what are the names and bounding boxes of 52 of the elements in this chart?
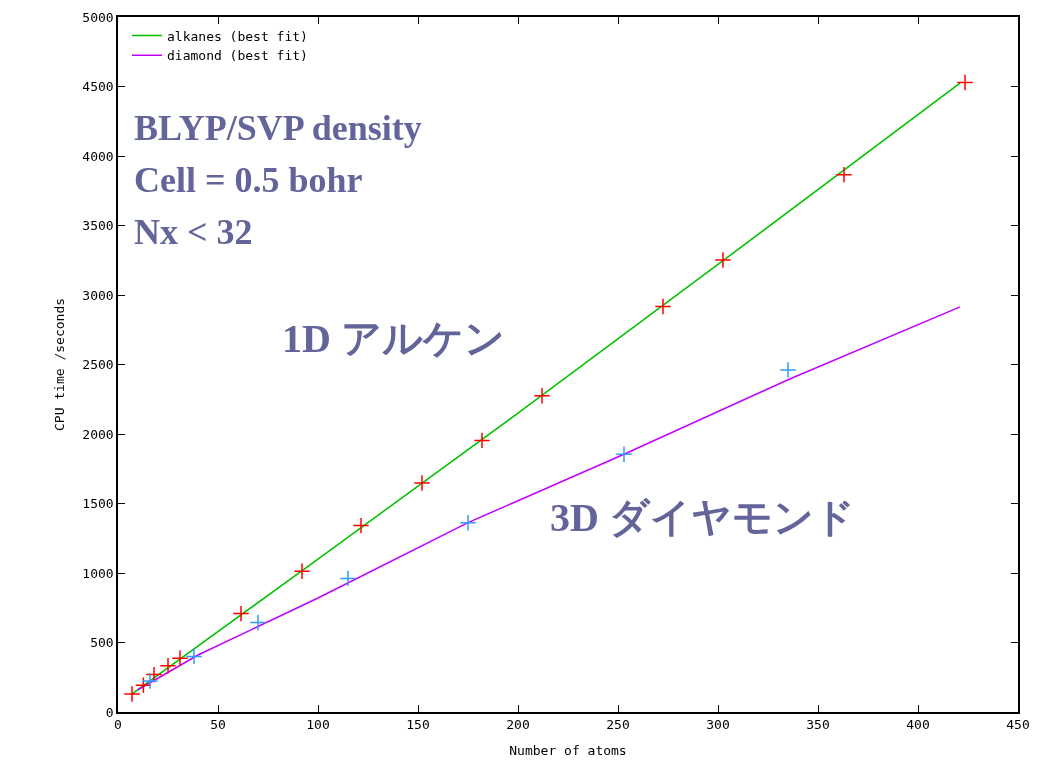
y-tick-label: 1500 bbox=[82, 496, 114, 512]
x-tick-label: 250 bbox=[606, 717, 630, 733]
annotation: Nx < 32 bbox=[134, 212, 253, 252]
x-tick-label: 100 bbox=[306, 717, 330, 733]
y-tick-label: 1000 bbox=[82, 565, 114, 581]
point bbox=[293, 562, 311, 580]
x-axis-title: Number of atoms bbox=[509, 743, 627, 759]
x-tick-label: 150 bbox=[406, 717, 430, 733]
point bbox=[956, 74, 974, 91]
point bbox=[141, 672, 159, 690]
point bbox=[159, 657, 177, 675]
point bbox=[134, 676, 152, 694]
x-tick-label: 200 bbox=[506, 717, 530, 733]
legend-label: diamond (best fit) bbox=[167, 48, 308, 64]
point bbox=[249, 614, 267, 631]
annotation: Cell = 0.5 bohr bbox=[134, 160, 363, 200]
point bbox=[232, 605, 250, 623]
y-tick-label: 2500 bbox=[82, 357, 114, 373]
x-tick-label: 400 bbox=[906, 717, 930, 733]
point bbox=[615, 445, 633, 463]
annotation: 1D アルケン bbox=[282, 316, 505, 361]
point bbox=[714, 251, 732, 269]
y-tick-label: 500 bbox=[90, 635, 114, 651]
x-tick-label: 300 bbox=[706, 717, 730, 733]
y-tick-label: 4000 bbox=[82, 148, 114, 164]
line-series bbox=[137, 306, 961, 691]
x-tick-label: 350 bbox=[806, 717, 830, 733]
point bbox=[459, 514, 477, 532]
annotation: BLYP/SVP density bbox=[134, 108, 422, 148]
point bbox=[352, 517, 370, 535]
point bbox=[413, 474, 431, 492]
x-tick-label: 50 bbox=[210, 717, 226, 733]
y-tick-label: 5000 bbox=[82, 9, 114, 25]
point bbox=[835, 166, 853, 184]
y-tick-label: 2000 bbox=[82, 426, 114, 442]
point bbox=[171, 649, 189, 667]
y-axis-title: CPU time /seconds bbox=[51, 297, 67, 432]
point bbox=[185, 647, 203, 665]
y-tick-label: 3000 bbox=[82, 287, 114, 303]
y-tick-label: 0 bbox=[105, 704, 114, 720]
point bbox=[779, 361, 797, 379]
point bbox=[654, 298, 672, 315]
point bbox=[533, 387, 551, 405]
annotation: 3D ダイヤモンド bbox=[550, 495, 855, 540]
legend-label: alkanes (best fit) bbox=[167, 28, 308, 44]
line-series bbox=[131, 82, 961, 695]
point bbox=[473, 431, 491, 449]
point bbox=[339, 569, 357, 587]
y-tick-label: 3500 bbox=[82, 218, 114, 234]
y-tick-label: 4500 bbox=[82, 79, 114, 95]
x-tick-label: 450 bbox=[1006, 717, 1030, 733]
point bbox=[123, 685, 141, 703]
